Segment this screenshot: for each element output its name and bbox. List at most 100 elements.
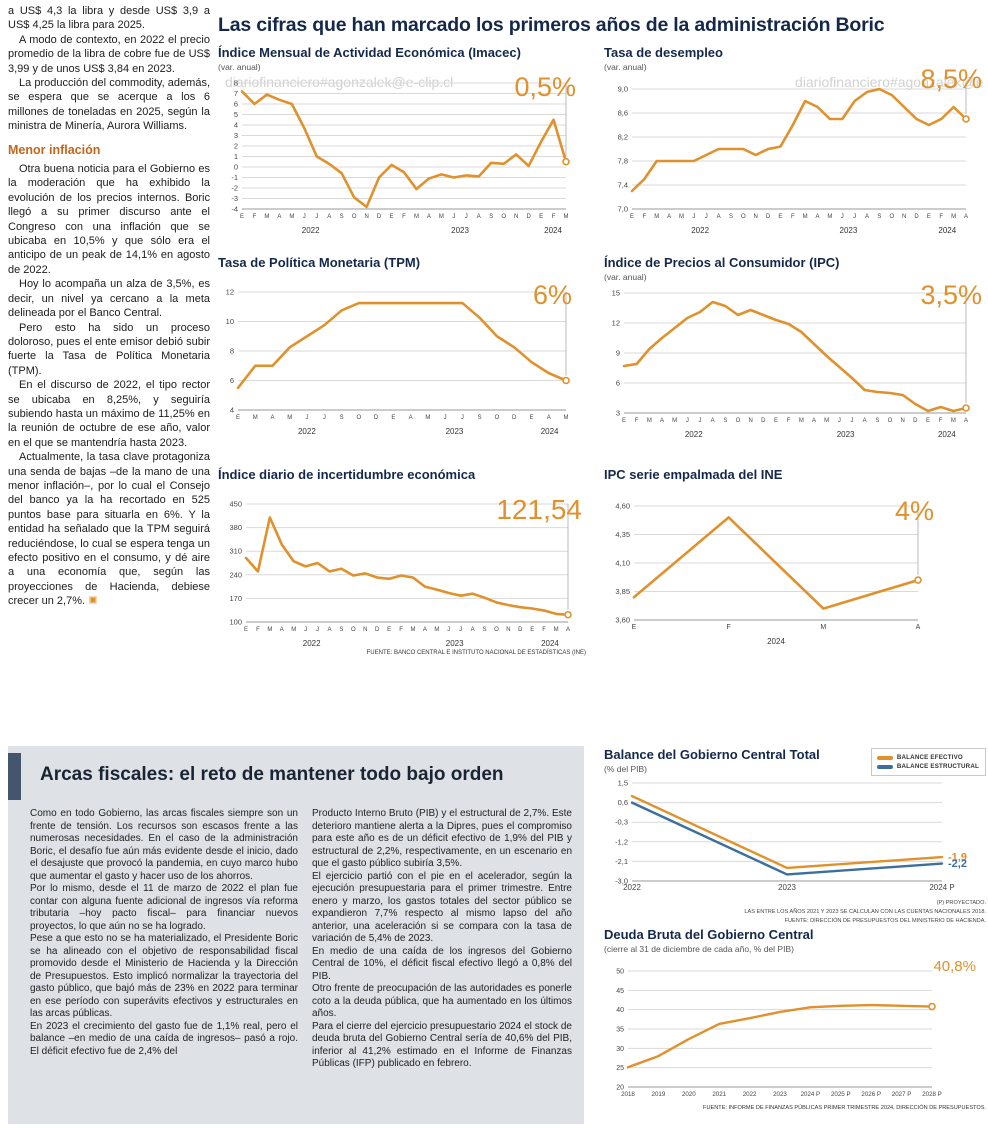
svg-text:O: O — [357, 415, 362, 421]
svg-text:F: F — [256, 627, 260, 633]
svg-text:3,85: 3,85 — [615, 587, 630, 596]
svg-text:170: 170 — [229, 594, 242, 603]
svg-text:M: M — [951, 418, 956, 424]
svg-text:J: J — [461, 415, 464, 421]
svg-text:6: 6 — [616, 379, 620, 388]
legend-item-estructural: BALANCE ESTRUCTURAL — [876, 763, 979, 770]
article-paragraph: Pero esto ha sido un proceso doloroso, p… — [8, 321, 210, 377]
svg-text:2022: 2022 — [685, 430, 703, 439]
svg-text:O: O — [888, 418, 893, 424]
svg-text:A: A — [916, 624, 921, 631]
svg-text:O: O — [495, 415, 500, 421]
svg-text:N: N — [748, 418, 752, 424]
svg-text:2023: 2023 — [773, 1091, 787, 1098]
svg-text:3: 3 — [616, 409, 620, 418]
svg-text:2024: 2024 — [938, 430, 956, 439]
svg-text:25: 25 — [616, 1065, 624, 1072]
svg-text:J: J — [452, 214, 455, 220]
svg-text:7: 7 — [234, 89, 238, 98]
chart-balance-block: Balance del Gobierno Central Total BALAN… — [604, 747, 986, 926]
legend-swatch-orange-icon — [876, 755, 893, 760]
svg-text:O: O — [494, 627, 499, 633]
article-paragraph: Hoy lo acompaña un alza de 3,5%, es deci… — [8, 278, 210, 320]
footnote: LAS ENTRE LOS AÑOS 2021 Y 2023 SE CALCUL… — [744, 909, 986, 916]
svg-text:F: F — [939, 418, 943, 424]
svg-text:A: A — [427, 214, 431, 220]
svg-text:J: J — [699, 418, 702, 424]
svg-text:M: M — [410, 627, 415, 633]
page-title: Las cifras que han marcado los primeros … — [218, 14, 885, 36]
svg-text:O: O — [351, 627, 356, 633]
svg-text:A: A — [277, 214, 281, 220]
svg-text:N: N — [902, 214, 906, 220]
svg-text:A: A — [667, 214, 671, 220]
chart-tpm-block: Tasa de Política Monetaria (TPM) 6% 12 10… — [218, 255, 586, 436]
svg-text:J: J — [853, 214, 856, 220]
svg-text:J: J — [838, 418, 841, 424]
svg-text:O: O — [736, 418, 741, 424]
svg-text:7,0: 7,0 — [618, 205, 628, 214]
svg-text:S: S — [339, 627, 343, 633]
article-paragraph: Para el cierre del ejercicio presupuesta… — [312, 1020, 572, 1070]
chart-imacec-block: Índice Mensual de Actividad Económica (I… — [218, 45, 586, 235]
svg-text:2024: 2024 — [767, 637, 785, 646]
svg-text:S: S — [340, 214, 344, 220]
legend-swatch-blue-icon — [876, 764, 893, 769]
svg-text:J: J — [692, 214, 695, 220]
svg-text:F: F — [787, 418, 791, 424]
svg-text:2022: 2022 — [743, 1091, 757, 1098]
svg-text:50: 50 — [616, 969, 624, 976]
svg-text:30: 30 — [616, 1046, 624, 1053]
svg-text:M: M — [647, 418, 652, 424]
svg-text:A: A — [327, 627, 331, 633]
svg-text:M: M — [803, 214, 808, 220]
svg-text:45: 45 — [616, 988, 624, 995]
svg-text:-1,9: -1,9 — [948, 852, 967, 864]
footnote: FUENTE: DIRECCIÓN DE PRESUPUESTOS DEL MI… — [784, 918, 986, 925]
svg-text:2022: 2022 — [303, 639, 321, 648]
svg-text:S: S — [729, 214, 733, 220]
svg-text:N: N — [363, 627, 367, 633]
svg-text:F: F — [552, 214, 556, 220]
svg-text:O: O — [352, 214, 357, 220]
svg-text:M: M — [439, 214, 444, 220]
article-paragraph: El ejercicio partió con el pie en el ace… — [312, 870, 572, 945]
final-paragraph: Actualmente, la tasa clave protagoniza u… — [8, 450, 210, 608]
article-paragraph: Otro frente de preocupación de las autor… — [312, 983, 572, 1019]
svg-text:M: M — [264, 214, 269, 220]
article-paragraph: A modo de contexto, en 2022 el precio pr… — [8, 33, 210, 75]
svg-text:S: S — [877, 214, 881, 220]
svg-text:F: F — [635, 418, 639, 424]
svg-text:2022: 2022 — [623, 883, 641, 892]
chart-deuda-block: Deuda Bruta del Gobierno Central (cierre… — [604, 927, 986, 1111]
svg-text:-2: -2 — [231, 184, 238, 193]
svg-text:4,35: 4,35 — [615, 530, 630, 539]
svg-text:E: E — [244, 627, 248, 633]
svg-text:A: A — [566, 627, 570, 633]
svg-text:A: A — [964, 214, 968, 220]
svg-text:S: S — [340, 415, 344, 421]
svg-text:D: D — [914, 214, 919, 220]
svg-text:D: D — [518, 627, 523, 633]
svg-text:A: A — [863, 418, 867, 424]
svg-text:35: 35 — [616, 1027, 624, 1034]
svg-text:6: 6 — [230, 376, 234, 385]
article-paragraph: Por lo mismo, desde el 11 de marzo de 20… — [30, 883, 298, 932]
svg-text:310: 310 — [229, 547, 242, 556]
chart-value-label: 8,5% — [920, 64, 982, 94]
svg-text:8,2: 8,2 — [618, 133, 628, 142]
svg-text:M: M — [554, 627, 559, 633]
svg-text:J: J — [841, 214, 844, 220]
svg-text:J: J — [316, 627, 319, 633]
svg-text:M: M — [672, 418, 677, 424]
svg-text:D: D — [766, 214, 771, 220]
svg-text:-2,1: -2,1 — [615, 857, 628, 866]
chart-value-label: 121,54 — [496, 494, 582, 525]
svg-text:N: N — [506, 627, 510, 633]
svg-text:E: E — [390, 214, 394, 220]
svg-text:2021: 2021 — [712, 1091, 726, 1098]
svg-text:J: J — [306, 415, 309, 421]
svg-text:5: 5 — [234, 110, 238, 119]
